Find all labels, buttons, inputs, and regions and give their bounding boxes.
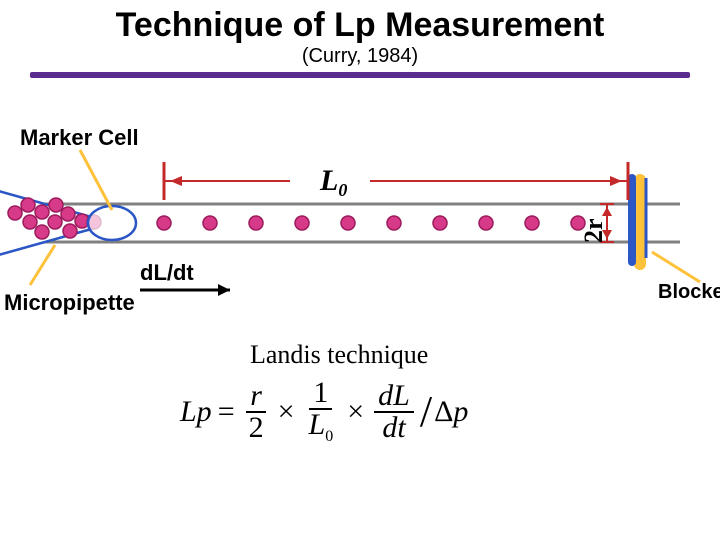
divider (30, 72, 690, 78)
svg-text:Marker Cell: Marker Cell (20, 125, 139, 150)
svg-text:Blocker: Blocker (658, 281, 720, 303)
svg-text:L0: L0 (319, 164, 347, 200)
svg-text:dL/dt: dL/dt (140, 260, 194, 285)
svg-text:2r: 2r (579, 218, 608, 243)
equation-block: Landis technique Lp= r2 × 1L0 × dLdt / Δ… (180, 340, 468, 445)
citation: (Curry, 1984) (0, 45, 720, 68)
dp-var: p (453, 395, 468, 429)
diagram: L0 2r Marker Cell dL/dtMicropipette Blocker (0, 100, 720, 320)
page-title: Technique of Lp Measurement (0, 6, 720, 45)
svg-text:Micropipette: Micropipette (4, 290, 135, 315)
equation-title: Landis technique (250, 340, 468, 370)
equation: Lp= r2 × 1L0 × dLdt / Δp (180, 378, 468, 445)
